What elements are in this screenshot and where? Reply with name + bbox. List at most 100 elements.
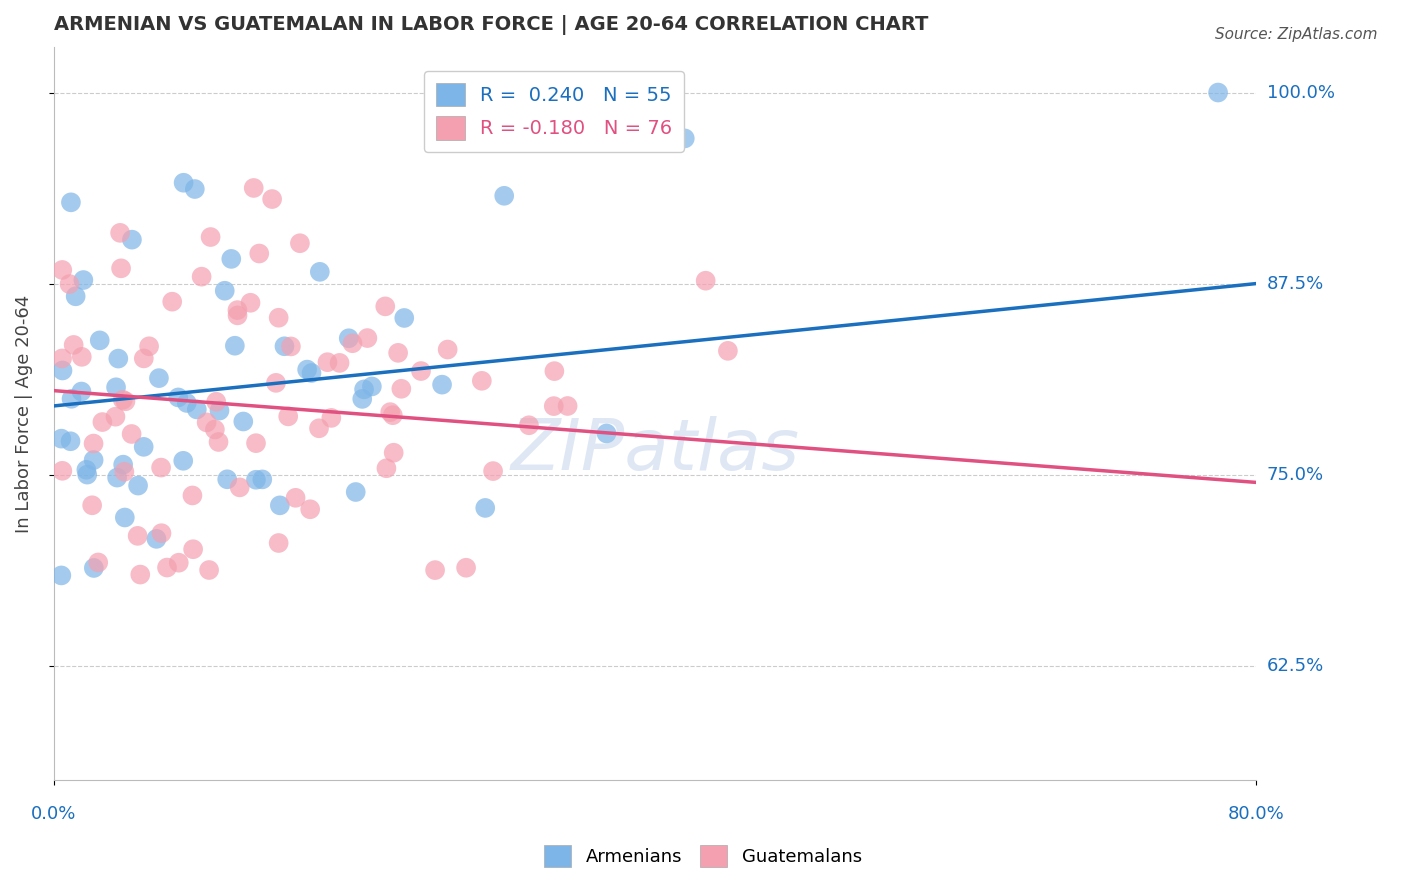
Point (51, 263, 73, 277)
Point (82, 498, 104, 512)
Point (65, 289, 87, 303)
Point (232, 415, 254, 429)
Point (316, 355, 339, 369)
Point (72, 273, 94, 287)
Point (308, 265, 330, 279)
Point (83, 436, 105, 450)
Point (70, 384, 93, 399)
Point (156, 560, 179, 574)
Point (70, 350, 93, 364)
Point (150, 460, 173, 475)
Point (356, 331, 378, 345)
Point (409, 364, 432, 378)
Point (273, 339, 295, 353)
Point (474, 500, 496, 515)
Point (51, 432, 73, 446)
Point (127, 478, 149, 492)
Point (145, 532, 167, 546)
Point (207, 434, 229, 449)
Point (148, 371, 170, 385)
Point (108, 226, 131, 240)
Point (105, 380, 128, 394)
Point (112, 465, 135, 479)
Point (112, 458, 135, 472)
Point (58, 277, 80, 291)
Point (374, 299, 396, 313)
Point (389, 382, 412, 396)
Point (150, 526, 173, 541)
Point (387, 346, 409, 360)
Point (247, 246, 270, 260)
Point (717, 343, 740, 358)
Point (167, 391, 190, 405)
Point (51, 351, 73, 366)
Point (262, 192, 284, 206)
Point (167, 556, 190, 570)
Point (380, 405, 402, 419)
Point (214, 284, 236, 298)
Point (245, 436, 267, 450)
Point (381, 408, 404, 422)
Point (184, 182, 207, 196)
Point (51, 363, 73, 377)
Point (245, 473, 267, 487)
Point (352, 392, 374, 406)
Point (280, 339, 302, 353)
Point (110, 261, 132, 276)
Point (344, 485, 367, 500)
Point (107, 351, 129, 366)
Point (138, 339, 160, 353)
Point (494, 189, 516, 203)
Point (208, 403, 231, 417)
Text: 87.5%: 87.5% (1267, 275, 1324, 293)
Point (59, 195, 82, 210)
Point (342, 336, 364, 351)
Point (517, 418, 540, 433)
Point (375, 461, 398, 475)
Point (264, 376, 287, 390)
Point (200, 230, 222, 244)
Point (129, 567, 152, 582)
Point (299, 502, 322, 516)
Point (60, 392, 83, 406)
Point (190, 269, 212, 284)
Point (695, 274, 717, 288)
Point (59, 434, 82, 449)
Point (242, 181, 264, 195)
Point (121, 233, 143, 247)
Text: 75.0%: 75.0% (1267, 466, 1324, 483)
Point (284, 491, 307, 505)
Point (353, 382, 375, 396)
Point (205, 394, 228, 409)
Point (277, 409, 299, 424)
Point (394, 310, 416, 325)
Point (595, 426, 617, 441)
Point (252, 472, 274, 486)
Text: 100.0%: 100.0% (1267, 84, 1334, 102)
Point (217, 472, 239, 486)
Point (51, 464, 73, 478)
Point (454, 560, 477, 574)
Point (543, 399, 565, 413)
Point (329, 356, 352, 370)
Point (83, 453, 105, 467)
Point (308, 421, 330, 435)
Text: ZIPatlas: ZIPatlas (510, 416, 799, 484)
Point (104, 409, 127, 424)
Point (436, 343, 458, 357)
Point (181, 488, 204, 502)
Point (337, 331, 360, 345)
Point (301, 366, 323, 380)
Point (219, 252, 242, 266)
Text: 80.0%: 80.0% (1227, 805, 1284, 823)
Point (114, 394, 136, 409)
Point (121, 427, 143, 442)
Y-axis label: In Labor Force | Age 20-64: In Labor Force | Age 20-64 (15, 294, 32, 533)
Point (62, 338, 84, 352)
Point (430, 377, 453, 392)
Point (239, 295, 262, 310)
Point (321, 410, 343, 425)
Point (105, 470, 128, 484)
Point (382, 446, 405, 460)
Point (160, 294, 183, 309)
